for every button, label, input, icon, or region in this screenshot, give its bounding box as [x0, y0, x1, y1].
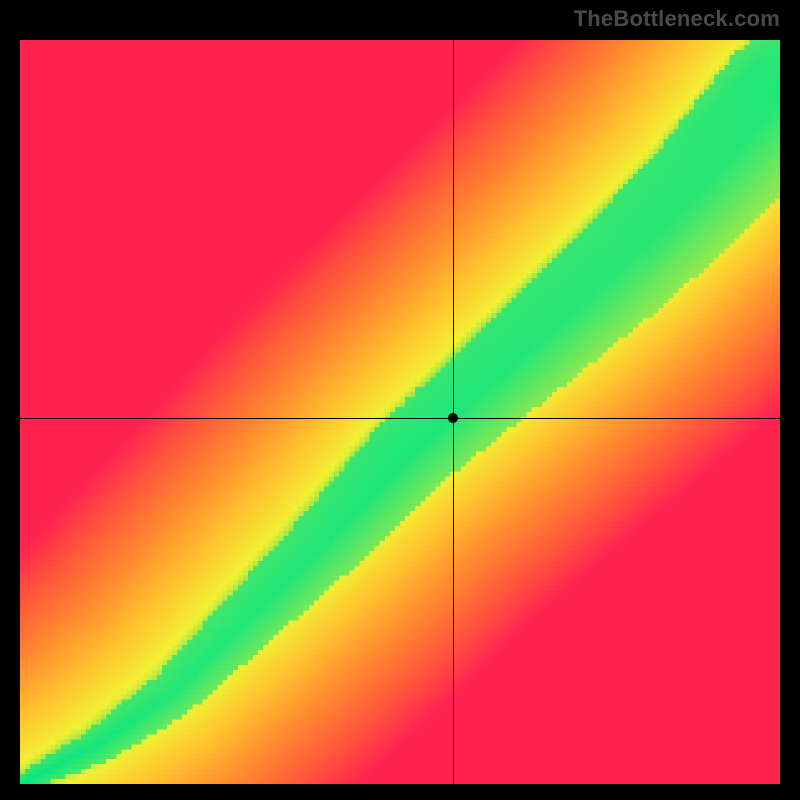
bottleneck-heatmap: [20, 40, 780, 784]
watermark-text: TheBottleneck.com: [574, 6, 780, 32]
